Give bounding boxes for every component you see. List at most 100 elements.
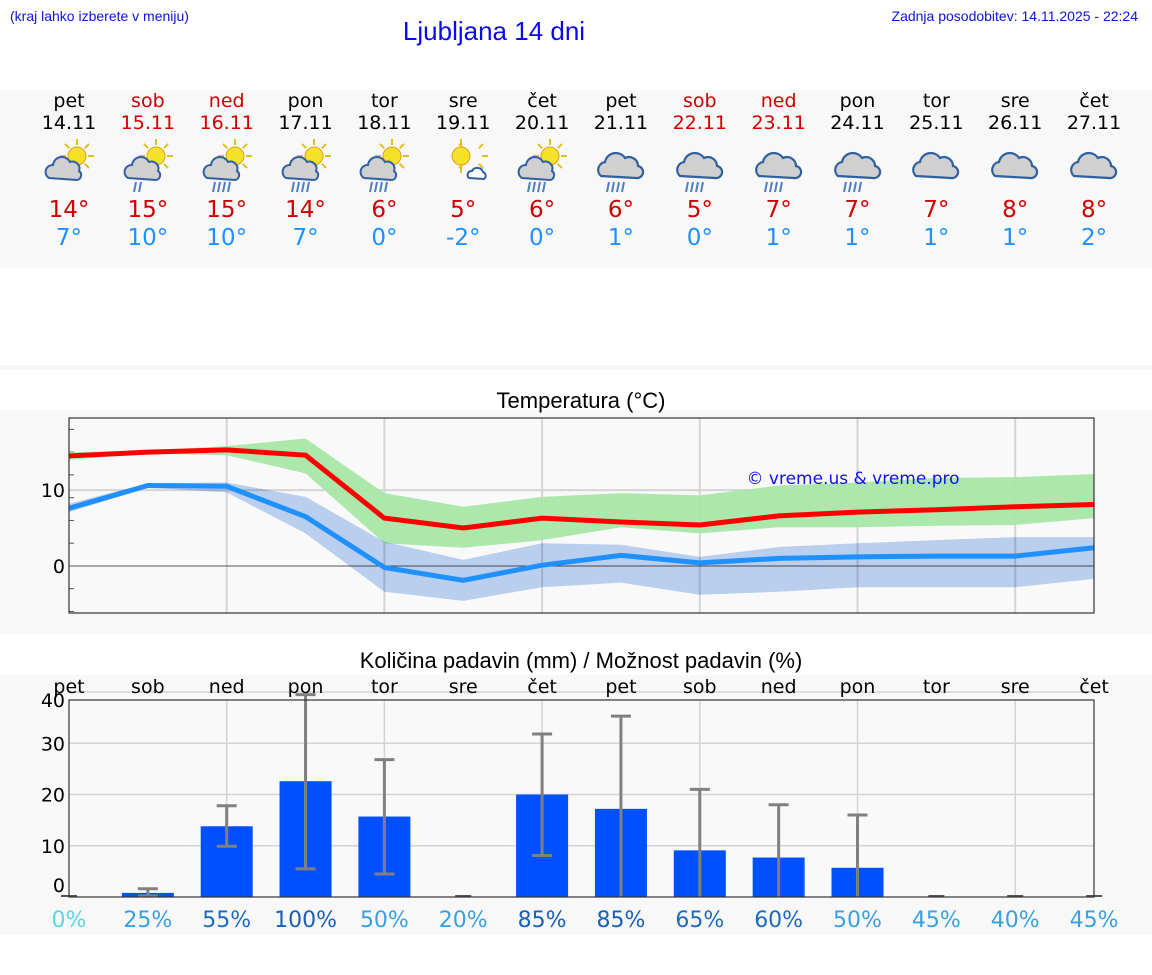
cloud-rain-icon: [833, 151, 881, 193]
min-temperature: 10°: [127, 225, 169, 251]
day-name: ned: [208, 90, 245, 112]
precipitation-probability: 40%: [991, 908, 1040, 933]
min-temperature: -2°: [446, 225, 481, 251]
min-temperature-line: [68, 483, 1095, 583]
day-label: sre: [449, 676, 478, 698]
y-tick-label: 0: [53, 875, 65, 897]
max-temperature: 8°: [1002, 197, 1029, 223]
precipitation-probability: 100%: [274, 908, 337, 933]
min-temperature-band: [69, 482, 1095, 601]
day-name: sob: [131, 90, 165, 112]
day-date: 17.11: [278, 112, 333, 134]
day-date: 27.11: [1066, 112, 1122, 134]
precipitation-probability: 55%: [202, 908, 251, 933]
min-temperature: 1°: [844, 225, 871, 251]
min-temperature: 0°: [371, 225, 398, 251]
max-temperature: 6°: [529, 197, 556, 223]
max-temperature: 15°: [127, 197, 169, 223]
day-column: sob 22.11 5° 0°: [660, 90, 740, 252]
day-name: pon: [839, 90, 876, 112]
min-temperature: 0°: [529, 225, 556, 251]
day-name: pet: [53, 90, 85, 112]
day-name: čet: [1079, 90, 1109, 112]
day-column: pon 17.11 14° 7°: [266, 90, 346, 252]
day-column: pon 24.11 7° 1°: [818, 90, 898, 252]
day-label: ned: [761, 676, 797, 698]
max-temperature: 7°: [844, 197, 871, 223]
precipitation-probability: 45%: [912, 908, 961, 933]
day-name: sob: [683, 90, 717, 112]
day-date: 14.11: [41, 112, 97, 134]
temperature-chart-title: Temperatura (°C): [496, 388, 666, 413]
cloud-rain-icon: [597, 151, 645, 193]
cloudy-icon: [1070, 151, 1118, 180]
mostly-sunny-icon: [451, 139, 489, 181]
cloudy-icon: [912, 151, 960, 180]
precipitation-probability: 0%: [52, 908, 87, 933]
max-temperature-line: [68, 447, 1095, 531]
cloud-rain-icon: [675, 151, 723, 193]
y-tick-label: 20: [41, 785, 65, 807]
day-label: pon: [288, 676, 324, 698]
day-date: 18.11: [357, 112, 412, 134]
day-date: 22.11: [672, 112, 727, 134]
temperature-chart: 0 10 © vreme.us & vreme.pro: [41, 417, 1095, 614]
max-temperature: 5°: [450, 197, 477, 223]
precipitation-probability: 85%: [518, 908, 567, 933]
day-label: čet: [1079, 676, 1109, 698]
day-name: tor: [370, 90, 398, 112]
min-temperature: 7°: [292, 225, 319, 251]
min-temperature: 1°: [607, 225, 634, 251]
y-tick-label: 10: [41, 480, 65, 502]
day-column: ned 16.11 15° 10°: [187, 90, 267, 252]
day-column: čet 20.11 6° 0°: [502, 90, 582, 252]
max-temperature: 7°: [923, 197, 950, 223]
day-label: pet: [605, 676, 636, 698]
daily-forecast-strip: pet 14.11 14° 7° sob 15.11 15° 10° ned 16.…: [0, 90, 1152, 268]
min-temperature: 1°: [765, 225, 792, 251]
y-tick-label: 30: [41, 733, 65, 755]
min-temperature: 1°: [1002, 225, 1029, 251]
min-temperature: 1°: [923, 225, 950, 251]
day-label: ned: [209, 676, 245, 698]
last-updated: Zadnja posodobitev: 14.11.2025 - 22:24: [891, 8, 1138, 24]
day-date: 16.11: [199, 112, 254, 134]
day-column: tor 25.11 7° 1°: [896, 90, 976, 252]
min-temperature: 7°: [55, 225, 83, 251]
day-label: tor: [371, 676, 398, 698]
precipitation-probability: 60%: [754, 908, 803, 933]
day-date: 26.11: [987, 112, 1043, 134]
max-temperature: 5°: [686, 197, 713, 223]
day-column: čet 27.11 8° 2°: [1054, 90, 1134, 252]
max-temperature: 6°: [607, 197, 634, 223]
sun-cloud-light-rain-icon: [123, 139, 173, 193]
plot-border: [68, 699, 1095, 898]
max-temperature: 14°: [48, 197, 90, 223]
day-column: pet 14.11 14° 7°: [29, 90, 109, 252]
min-temperature: 10°: [206, 225, 248, 251]
cloud-rain-icon: [754, 151, 802, 193]
day-name: čet: [527, 90, 557, 112]
divider: [0, 365, 1152, 370]
day-column: tor 18.11 6° 0°: [344, 90, 424, 252]
sun-cloud-rain-icon: [360, 139, 410, 193]
max-temperature: 15°: [206, 197, 248, 223]
day-date: 19.11: [436, 112, 491, 134]
day-label: pon: [840, 676, 876, 698]
day-date: 23.11: [751, 112, 806, 134]
day-name: sre: [448, 90, 478, 112]
max-temperature: 8°: [1080, 197, 1108, 223]
day-date: 21.11: [593, 112, 649, 134]
day-date: 20.11: [514, 112, 570, 134]
day-date: 25.11: [909, 112, 964, 134]
sun-cloud-rain-icon: [517, 139, 568, 193]
precipitation-probability: 20%: [439, 908, 488, 933]
day-label: sob: [683, 676, 717, 698]
day-name: tor: [922, 90, 950, 112]
precipitation-probability: 25%: [123, 908, 172, 933]
day-name: pon: [287, 90, 324, 112]
cloudy-icon: [991, 151, 1039, 180]
sun-cloud-rain-icon: [281, 139, 331, 193]
day-date: 15.11: [120, 112, 176, 134]
precipitation-probability: 45%: [1070, 908, 1119, 933]
